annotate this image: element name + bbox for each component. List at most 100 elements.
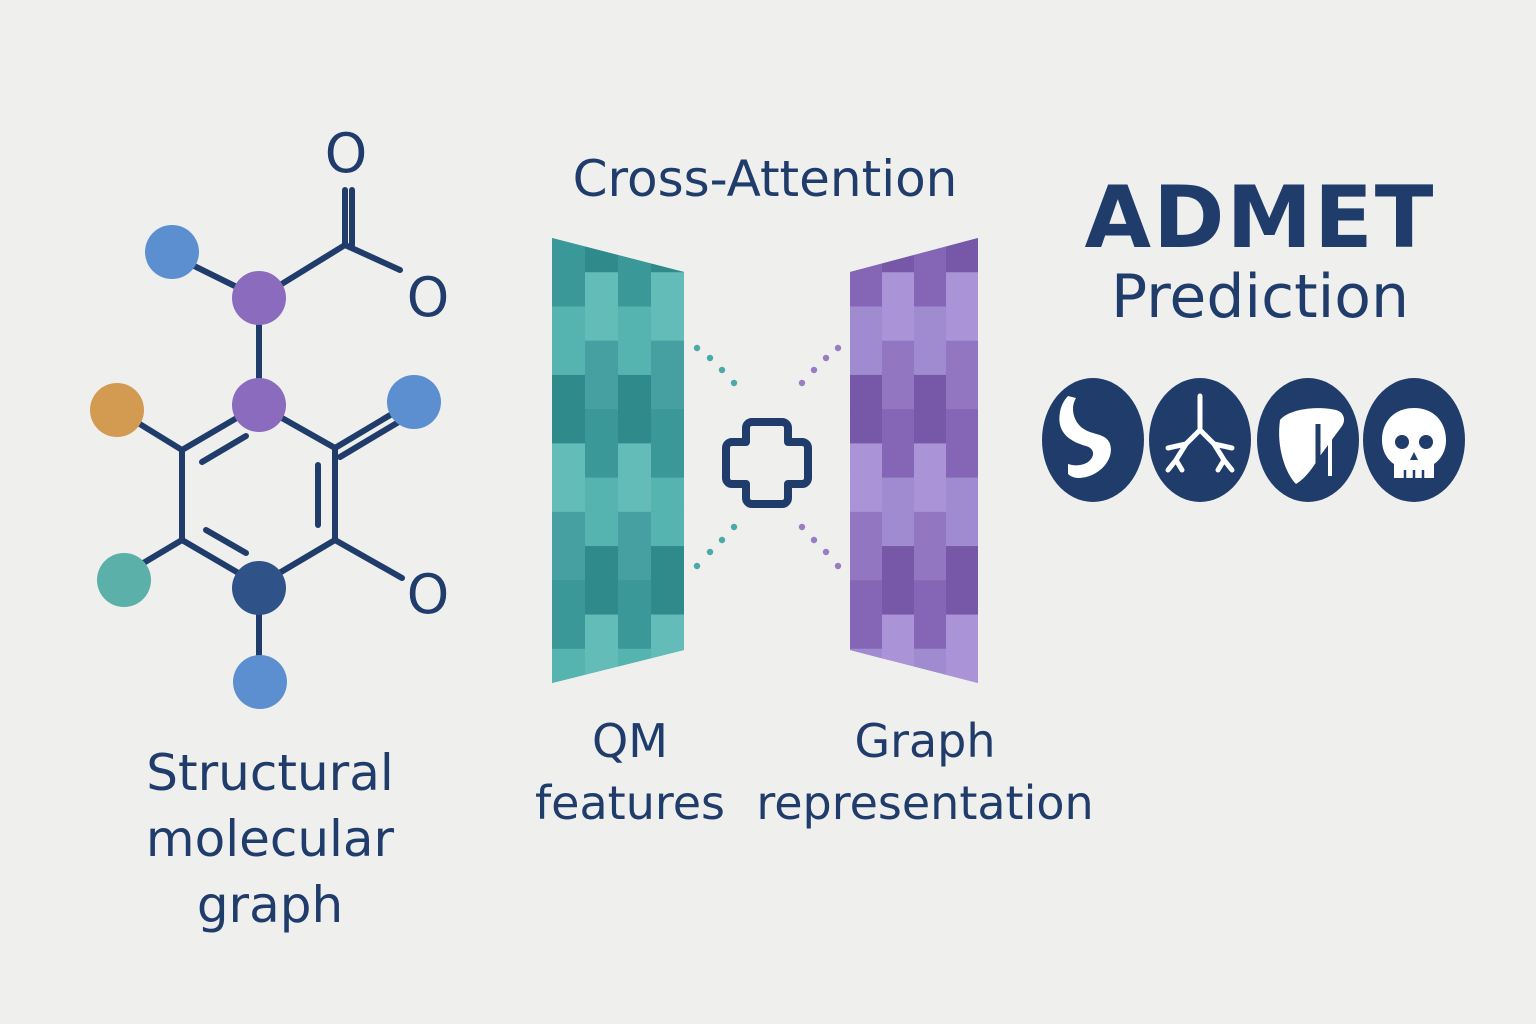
- feature-cell: [946, 272, 978, 307]
- feature-cell: [882, 306, 915, 342]
- feature-cell: [914, 580, 947, 616]
- feature-cell: [552, 477, 586, 513]
- graph-representation-label: Graph representation: [745, 710, 1105, 834]
- feature-cell: [882, 477, 915, 513]
- feature-cell: [552, 272, 586, 307]
- feature-cell: [618, 580, 652, 616]
- feature-cell: [618, 272, 652, 307]
- feature-cell: [850, 374, 883, 410]
- cross-attention-title: Cross-Attention: [572, 150, 958, 208]
- feature-cell: [914, 477, 947, 513]
- feature-cell: [585, 648, 619, 683]
- stomach-icon: [1042, 378, 1144, 502]
- feature-cell: [946, 374, 978, 410]
- feature-cell: [618, 443, 652, 479]
- feature-cell: [552, 340, 586, 376]
- qm-features-label: QM features: [480, 710, 780, 834]
- feature-cell: [585, 340, 619, 376]
- feature-cell: [651, 306, 684, 342]
- attention-links: [693, 344, 738, 570]
- atom-node: [145, 225, 199, 279]
- feature-cell: [585, 443, 619, 479]
- feature-cell: [552, 648, 586, 683]
- qm-feature-cells: [552, 238, 684, 683]
- feature-cell: [946, 306, 978, 342]
- label-line: graph: [196, 876, 344, 934]
- feature-cell: [552, 443, 586, 479]
- feature-cell: [882, 374, 915, 410]
- feature-cell: [651, 409, 684, 444]
- feature-cell: [585, 477, 619, 513]
- feature-cell: [946, 511, 978, 547]
- feature-cell: [882, 340, 915, 376]
- feature-cell: [850, 272, 883, 307]
- feature-cell: [618, 306, 652, 342]
- feature-cell: [882, 546, 915, 581]
- lungs-icon: [1149, 378, 1251, 502]
- feature-cell: [850, 340, 883, 376]
- feature-cell: [651, 238, 684, 273]
- feature-cell: [651, 546, 684, 581]
- label-line: molecular: [145, 810, 395, 868]
- feature-cell: [946, 546, 978, 581]
- feature-cell: [552, 511, 586, 547]
- feature-cell: [946, 238, 978, 273]
- label-line: representation: [756, 776, 1094, 830]
- feature-cell: [946, 580, 978, 616]
- feature-cell: [914, 443, 947, 479]
- feature-cell: [618, 477, 652, 513]
- bond: [199, 433, 249, 465]
- feature-cell: [850, 511, 883, 547]
- feature-cell: [914, 546, 947, 581]
- attention-links: [798, 344, 842, 570]
- feature-cell: [946, 648, 978, 683]
- feature-cell: [585, 238, 619, 273]
- feature-cell: [882, 648, 915, 683]
- liver-icon: [1257, 378, 1359, 502]
- bond: [342, 242, 403, 273]
- feature-cell: [882, 614, 915, 650]
- feature-cell: [882, 443, 915, 479]
- feature-cell: [618, 374, 652, 410]
- feature-cell: [914, 340, 947, 376]
- feature-cell: [850, 546, 883, 581]
- feature-cell: [850, 614, 883, 650]
- feature-cell: [882, 511, 915, 547]
- feature-cell: [651, 580, 684, 616]
- feature-cell: [882, 580, 915, 616]
- feature-cell: [651, 614, 684, 650]
- feature-cell: [618, 546, 652, 581]
- feature-cell: [914, 614, 947, 650]
- atom-node: [232, 561, 286, 615]
- feature-cell: [552, 374, 586, 410]
- feature-cell: [552, 614, 586, 650]
- feature-cell: [552, 546, 586, 581]
- feature-cell: [651, 374, 684, 410]
- feature-cell: [946, 340, 978, 376]
- molecular-graph-label: Structural molecular graph: [70, 740, 470, 938]
- feature-cell: [585, 272, 619, 307]
- feature-cell: [585, 580, 619, 616]
- feature-cell: [914, 306, 947, 342]
- atom-node: [232, 271, 286, 325]
- feature-cell: [850, 477, 883, 513]
- feature-cell: [946, 614, 978, 650]
- feature-cell: [914, 238, 947, 273]
- label-line: Structural: [146, 744, 394, 802]
- feature-cell: [850, 580, 883, 616]
- graph-representation-panel: [850, 238, 978, 683]
- feature-cell: [882, 272, 915, 307]
- graph-feature-cells: [850, 238, 978, 683]
- bond: [337, 414, 410, 460]
- label-line: features: [534, 776, 726, 830]
- skull-icon: [1363, 378, 1465, 502]
- feature-cell: [882, 238, 915, 273]
- feature-cell: [618, 409, 652, 444]
- feature-cell: [850, 409, 883, 444]
- admet-icons: [1042, 378, 1465, 502]
- feature-cell: [585, 374, 619, 410]
- feature-cell: [618, 511, 652, 547]
- feature-cell: [651, 477, 684, 513]
- feature-cell: [651, 340, 684, 376]
- oxygen-label: O: [407, 563, 450, 626]
